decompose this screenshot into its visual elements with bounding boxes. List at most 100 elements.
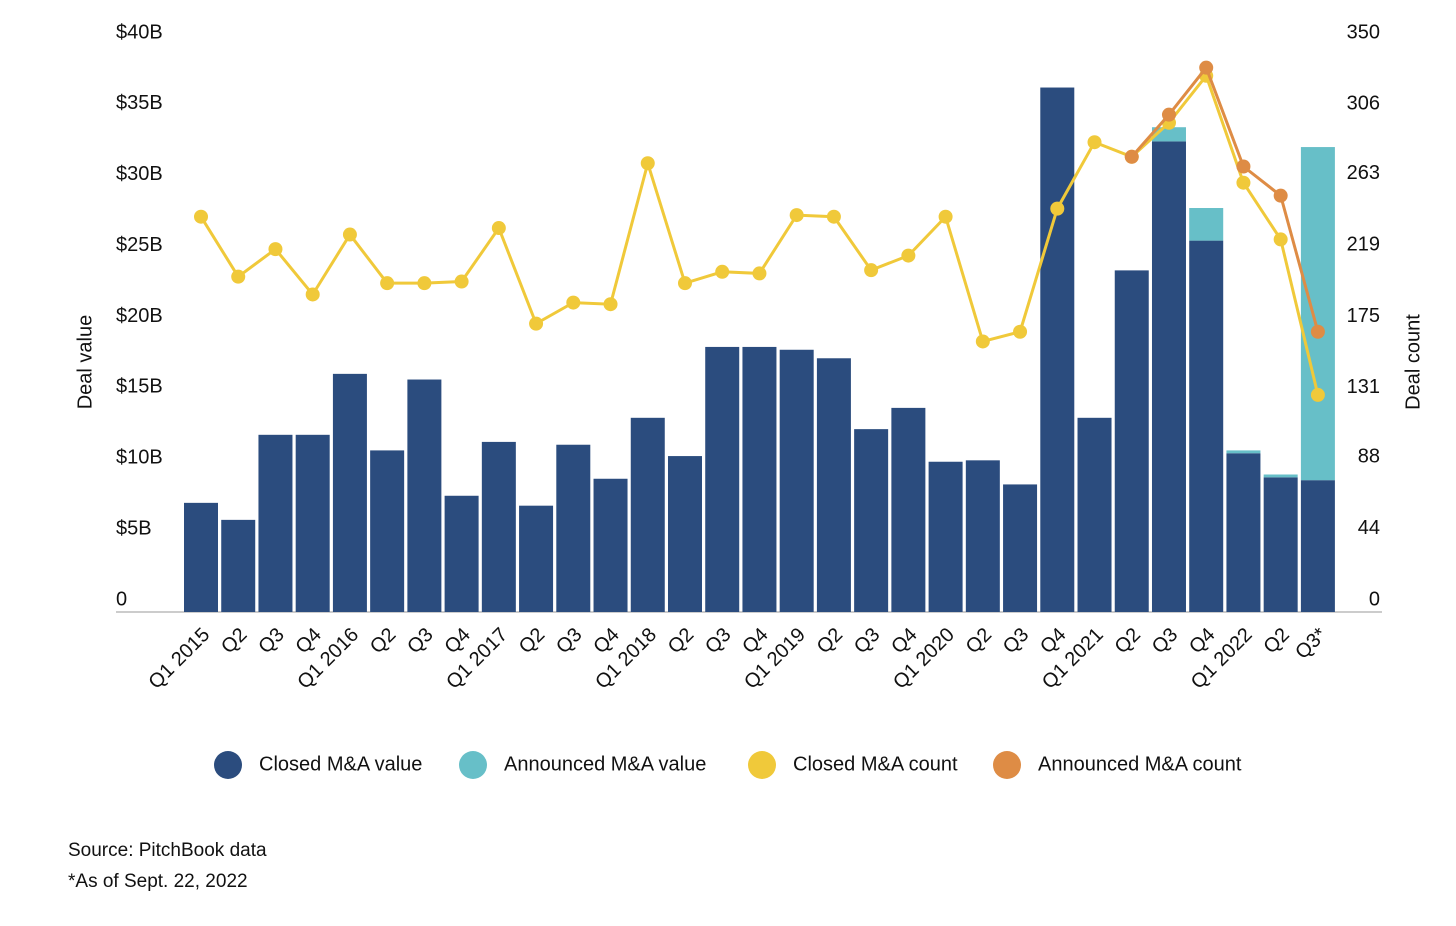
y2-tick-label: 350 <box>1347 21 1380 43</box>
point <box>1236 175 1251 190</box>
legend-swatch <box>993 751 1021 779</box>
x-tick-label: Q3 <box>850 624 884 658</box>
bar <box>332 373 367 612</box>
y2-tick-label: 219 <box>1347 234 1380 256</box>
y-tick-label: $25B <box>116 234 163 256</box>
point <box>1273 232 1288 247</box>
point <box>938 209 953 224</box>
bar <box>407 379 442 612</box>
bar <box>295 434 330 612</box>
bar <box>370 450 405 612</box>
x-tick-label: Q2 <box>664 624 698 658</box>
y-axis-label: Deal value <box>74 315 96 410</box>
point <box>864 263 879 278</box>
footnote: *As of Sept. 22, 2022 <box>68 871 248 892</box>
legend-label: Announced M&A value <box>504 753 706 775</box>
point <box>417 276 432 291</box>
point <box>231 269 246 284</box>
point <box>1310 387 1325 402</box>
x-tick-label: Q2 <box>813 624 847 658</box>
bar <box>1003 484 1038 612</box>
y2-tick-label: 44 <box>1358 517 1380 539</box>
bar <box>556 444 591 612</box>
x-tick-label: Q3 <box>254 624 288 658</box>
y2-tick-label: 306 <box>1347 93 1380 115</box>
y-tick-label: $5B <box>116 517 152 539</box>
point <box>677 276 692 291</box>
bar <box>1300 147 1335 481</box>
bar <box>1189 208 1224 241</box>
bar <box>742 346 777 612</box>
bar <box>1226 453 1261 612</box>
x-tick-label: Q3 <box>999 624 1033 658</box>
point <box>268 242 283 257</box>
x-tick-label: Q3 <box>701 624 735 658</box>
bar <box>667 456 702 612</box>
y2-tick-label: 263 <box>1347 162 1380 184</box>
bar <box>705 346 740 612</box>
line <box>1130 64 1320 333</box>
bar <box>1040 87 1075 612</box>
x-tick-label: Q3* <box>1291 624 1331 664</box>
point <box>715 264 730 279</box>
point <box>491 221 506 236</box>
point <box>1310 324 1325 339</box>
bar <box>481 441 516 612</box>
bar <box>928 461 963 612</box>
bar <box>593 478 628 612</box>
x-tick-label: Q2 <box>1260 624 1294 658</box>
x-tick-label: Q3 <box>1148 624 1182 658</box>
bar <box>1263 477 1298 612</box>
x-tick-label: Q3 <box>403 624 437 658</box>
bar <box>1226 450 1261 454</box>
point <box>380 276 395 291</box>
y-tick-label: $20B <box>116 305 163 327</box>
bar <box>891 407 926 612</box>
point <box>194 209 208 224</box>
point <box>752 266 767 281</box>
x-tick-label: Q2 <box>366 624 400 658</box>
point <box>305 287 320 302</box>
y-tick-label: $40B <box>116 21 163 43</box>
bar <box>1077 417 1112 612</box>
point <box>1087 135 1102 150</box>
point <box>566 295 581 310</box>
point <box>975 334 990 349</box>
legend-swatch <box>214 751 242 779</box>
y2-tick-label: 175 <box>1347 305 1380 327</box>
bar <box>1300 480 1335 612</box>
point <box>789 208 804 223</box>
legend-swatch <box>748 751 776 779</box>
bar <box>1114 270 1149 612</box>
point <box>901 248 916 263</box>
bar <box>854 429 889 612</box>
bar <box>630 417 665 612</box>
bar <box>816 358 851 612</box>
bar <box>1151 141 1186 612</box>
legend-label: Closed M&A count <box>793 753 958 775</box>
point <box>1013 324 1028 339</box>
x-tick-label: Q2 <box>962 624 996 658</box>
y2-tick-label: 88 <box>1358 446 1380 468</box>
y-tick-label: $10B <box>116 447 163 469</box>
y-tick-label: $30B <box>116 163 163 185</box>
legend-swatch <box>459 751 487 779</box>
y2-tick-label: 0 <box>1369 588 1380 610</box>
point <box>1161 107 1176 122</box>
bar <box>1263 474 1298 478</box>
point <box>1050 201 1065 216</box>
point <box>454 274 469 289</box>
y-tick-label: 0 <box>116 588 127 610</box>
source-note: Source: PitchBook data <box>68 840 267 861</box>
point <box>1236 159 1251 174</box>
y2-axis-label: Deal count <box>1402 314 1424 410</box>
point <box>640 156 655 171</box>
y2-tick-label: 131 <box>1347 376 1380 398</box>
bar <box>444 495 479 612</box>
x-tick-label: Q2 <box>1111 624 1145 658</box>
x-tick-label: Q2 <box>515 624 549 658</box>
point <box>342 227 357 242</box>
bar <box>519 505 554 612</box>
point <box>1199 60 1214 75</box>
